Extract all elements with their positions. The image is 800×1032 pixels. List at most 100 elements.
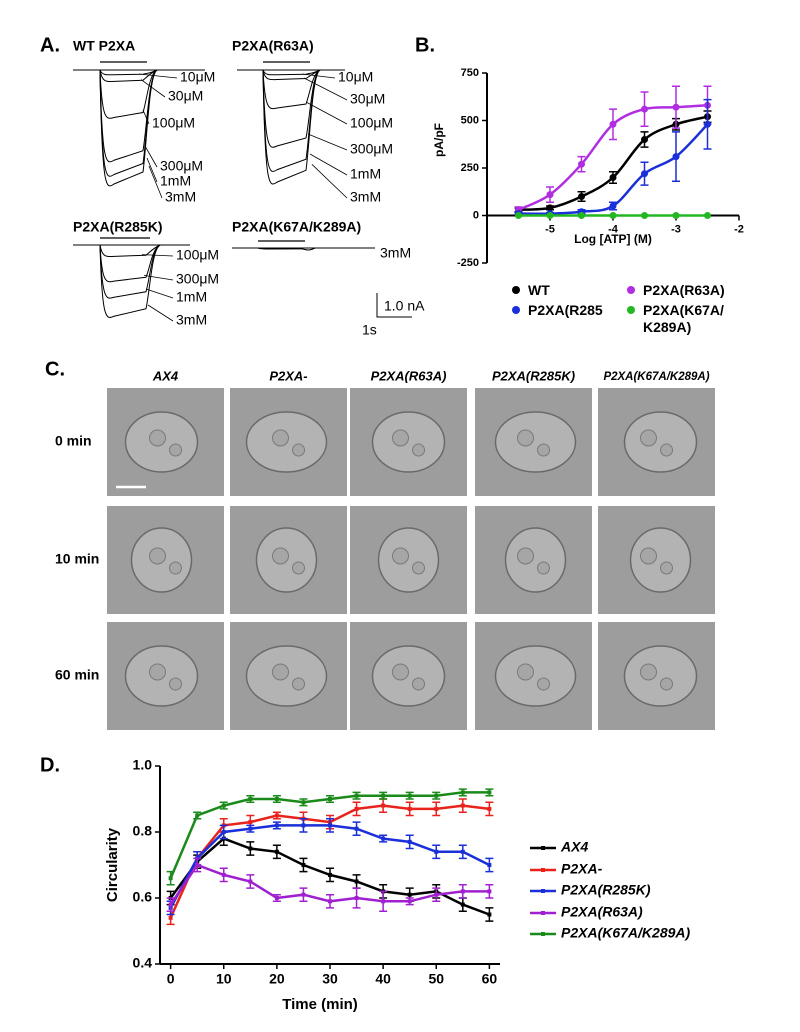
legend-marker xyxy=(541,868,545,872)
vacuole xyxy=(292,443,305,457)
cell xyxy=(494,645,577,707)
data-point xyxy=(487,912,492,917)
data-point xyxy=(578,193,585,200)
data-point xyxy=(641,212,648,219)
x-tick-label: -4 xyxy=(608,223,619,235)
data-point xyxy=(460,803,465,808)
vacuole xyxy=(537,561,550,575)
legend-marker xyxy=(541,932,545,936)
label-leader xyxy=(307,133,348,151)
vacuole xyxy=(149,663,166,681)
data-point xyxy=(354,896,359,900)
data-point xyxy=(515,212,522,219)
data-point xyxy=(168,915,173,920)
x-tick-label: 30 xyxy=(322,971,338,987)
data-point xyxy=(609,174,617,181)
data-point xyxy=(274,797,279,801)
vacuole xyxy=(640,429,657,447)
data-point xyxy=(221,803,226,808)
data-point xyxy=(609,120,617,128)
data-point xyxy=(168,902,173,907)
vacuole xyxy=(149,547,166,565)
legend-label: P2XA(K67A/K289A) xyxy=(643,302,724,335)
label: 1mM xyxy=(160,173,191,189)
cell xyxy=(371,411,446,473)
data-point xyxy=(546,204,554,212)
vacuole xyxy=(272,663,289,681)
current-trace xyxy=(262,69,321,185)
vacuole xyxy=(640,547,657,565)
cell xyxy=(623,411,698,473)
label-leader xyxy=(309,153,348,176)
x-tick-label: 10 xyxy=(216,971,232,987)
label-leader xyxy=(305,101,348,125)
vacuole xyxy=(640,663,657,681)
data-point xyxy=(641,136,648,143)
data-point xyxy=(328,872,332,877)
vacuole xyxy=(292,561,305,575)
current-trace xyxy=(262,69,321,76)
data-point xyxy=(381,793,386,798)
label: C. xyxy=(45,358,65,380)
label-leader xyxy=(145,288,174,299)
current-trace xyxy=(99,244,161,258)
x-tick-label: 40 xyxy=(375,971,391,987)
data-point xyxy=(407,899,412,904)
data-point xyxy=(195,813,200,818)
data-point xyxy=(704,120,711,128)
label: P2XA(R63A) xyxy=(232,38,314,54)
vacuole xyxy=(537,677,550,691)
label-leader xyxy=(148,165,163,199)
label-leader xyxy=(146,157,158,183)
current-trace xyxy=(99,69,158,119)
cell xyxy=(623,645,698,707)
data-point xyxy=(434,793,439,798)
legend-item: P2XA(R285 xyxy=(512,302,614,319)
legend-marker xyxy=(541,911,545,915)
label: 300μM xyxy=(160,158,203,174)
legend-marker xyxy=(512,306,520,314)
cell xyxy=(504,527,567,593)
label: 3mM xyxy=(165,189,196,205)
legend-marker xyxy=(627,306,635,314)
y-tick-label: -250 xyxy=(457,257,479,269)
data-point xyxy=(546,212,554,219)
data-point xyxy=(354,806,359,811)
y-tick-label: 750 xyxy=(461,67,479,79)
data-point xyxy=(274,823,279,828)
series-line xyxy=(169,791,490,879)
vacuole xyxy=(412,561,425,575)
label: P2XA(R285K) xyxy=(492,368,575,383)
legend-label: P2XA(R63A) xyxy=(561,904,643,920)
vacuole xyxy=(169,561,182,575)
vacuole xyxy=(272,429,289,447)
data-point xyxy=(248,846,253,851)
data-point xyxy=(248,826,253,831)
x-tick-label: 50 xyxy=(428,971,444,987)
vacuole xyxy=(412,677,425,691)
x-tick-label: 0 xyxy=(167,971,175,987)
label: 3mM xyxy=(350,189,381,205)
legend-label: P2XA(R285K) xyxy=(561,882,651,898)
data-point xyxy=(328,797,332,801)
x-tick-label: -3 xyxy=(671,223,681,235)
label-leader xyxy=(301,73,336,79)
data-point xyxy=(460,849,465,854)
label-leader xyxy=(147,304,174,322)
vacuole xyxy=(412,443,425,457)
label: 1s xyxy=(362,322,377,338)
data-point xyxy=(381,803,386,808)
data-point xyxy=(168,876,173,881)
legend-marker xyxy=(627,286,635,294)
vacuole xyxy=(392,663,409,681)
legend-item: P2XA(R63A) xyxy=(627,282,729,299)
data-point xyxy=(546,191,554,199)
label: 1.0 nA xyxy=(384,298,425,314)
label: 10μM xyxy=(180,69,215,85)
data-point xyxy=(381,836,386,841)
vacuole xyxy=(517,663,534,681)
data-point xyxy=(609,202,617,210)
data-point xyxy=(301,863,306,867)
